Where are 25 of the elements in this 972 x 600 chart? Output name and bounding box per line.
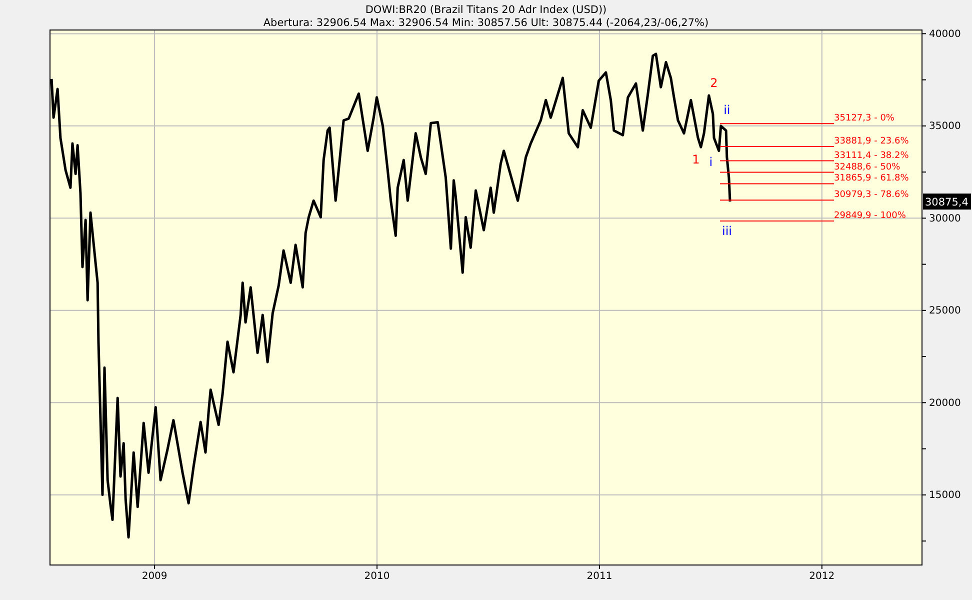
ref-line-label: 33111,4 - 38.2% (834, 150, 910, 161)
y-tick-label: 35000 (929, 121, 961, 132)
y-tick-label: 15000 (929, 490, 961, 502)
ref-line-label: 30979,3 - 78.6% (834, 190, 910, 200)
x-tick-label: 2011 (586, 571, 612, 582)
ref-line-label: 32488,6 - 50% (834, 162, 901, 172)
ref-line-label: 33881,9 - 23.6% (834, 136, 910, 147)
annotation: 2 (710, 76, 718, 90)
chart-title: DOWI:BR20 (Brazil Titans 20 Adr Index (USD)) (365, 4, 607, 16)
annotation: 1 (692, 152, 700, 166)
chart-subtitle: Abertura: 32906.54 Max: 32906.54 Min: 30857.56 Ult: 30875.44 (-2064,23/-06,27%) (263, 17, 709, 29)
x-tick-label: 2012 (809, 571, 835, 582)
ref-line-label: 31865,9 - 61.8% (834, 174, 910, 184)
y-tick-label: 20000 (929, 398, 961, 409)
annotation: ii (724, 103, 730, 118)
ref-line-label: 29849,9 - 100% (834, 210, 906, 221)
annotation: iii (722, 224, 732, 238)
annotation: i (709, 155, 713, 170)
ref-line-label: 35127,3 - 0% (834, 114, 895, 124)
x-tick-label: 2010 (364, 571, 390, 582)
y-tick-label: 30000 (929, 213, 961, 224)
x-tick-label: 2009 (142, 571, 168, 582)
text: 30875,4 (925, 196, 969, 209)
y-tick-label: 40000 (929, 28, 961, 40)
y-tick-label: 25000 (929, 306, 961, 317)
